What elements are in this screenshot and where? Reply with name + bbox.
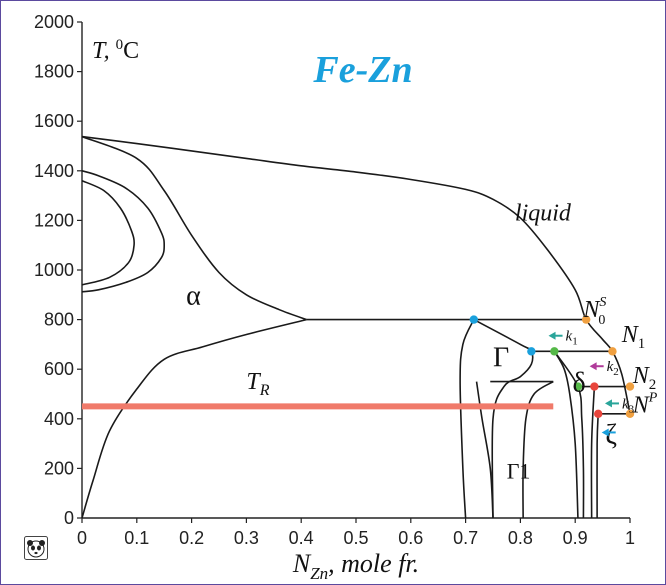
node-marker <box>469 315 479 324</box>
arrow-head <box>548 331 556 340</box>
node-marker <box>550 347 559 356</box>
curve-zeta-left <box>590 386 596 519</box>
curve-delta-left <box>553 350 579 519</box>
x-tick-label: 0.1 <box>124 528 149 548</box>
x-tick-label: 0.3 <box>234 528 259 548</box>
y-tick-label: 1800 <box>34 62 74 82</box>
arrow-head <box>604 399 612 408</box>
x-tick-label: 0.9 <box>563 528 588 548</box>
y-tick-label: 400 <box>44 409 74 429</box>
arrow-head <box>601 428 609 437</box>
y-tick-label: 0 <box>64 508 74 528</box>
y-tick-label: 2000 <box>34 12 74 32</box>
y-tick-label: 1000 <box>34 260 74 280</box>
curve-gamma1-left <box>475 381 494 519</box>
y-tick-label: 1400 <box>34 161 74 181</box>
node-label: N1 <box>621 322 646 352</box>
rate-arrow: k2 <box>589 359 619 378</box>
curve-alpha-gamma-loop <box>81 170 165 293</box>
y-axis-label: T, 0C <box>92 37 139 64</box>
node-markers <box>469 315 635 419</box>
x-tick-label: 0.2 <box>179 528 204 548</box>
phase-label: Γ <box>493 343 509 374</box>
x-tick-label: 0.5 <box>343 528 368 548</box>
node-marker <box>527 347 536 356</box>
curve-zeta-right <box>596 413 600 519</box>
x-axis-label: NZn, mole fr. <box>292 549 419 583</box>
x-tick-label: 0.8 <box>508 528 533 548</box>
chart-title: Fe-Zn <box>312 49 412 91</box>
tr-label: TR <box>246 369 269 399</box>
rate-label: k1 <box>566 329 578 348</box>
curve-liquidus <box>81 135 631 415</box>
rate-arrow: k1 <box>548 329 578 348</box>
y-tick-label: 1200 <box>34 210 74 230</box>
node-marker <box>573 382 583 391</box>
curve-gamma1-right <box>522 380 554 519</box>
curve-gamma-left <box>459 319 475 519</box>
phase-label: liquid <box>515 200 572 226</box>
node-marker <box>625 409 635 419</box>
phase-label: α <box>186 281 201 312</box>
node-label: N2 <box>632 363 657 393</box>
y-tick-label: 1600 <box>34 111 74 131</box>
x-tick-label: 0.7 <box>453 528 478 548</box>
curve-alpha-upper <box>81 135 307 321</box>
rate-arrow <box>601 428 616 437</box>
y-tick-label: 800 <box>44 310 74 330</box>
curve-delta-right <box>553 350 585 519</box>
x-tick-label: 0 <box>77 528 87 548</box>
node-marker <box>590 382 599 391</box>
curve-alpha-gamma-loop-inner <box>81 179 135 286</box>
x-tick-label: 1 <box>625 528 635 548</box>
node-marker <box>581 315 591 324</box>
arrow-head <box>589 362 597 371</box>
node-marker <box>625 382 635 391</box>
tr-line-group: TR <box>82 369 554 410</box>
rate-label: k3 <box>622 396 635 415</box>
curve-gamma-right <box>473 318 534 519</box>
node-marker <box>594 409 603 419</box>
phase-label: ζ <box>605 420 617 451</box>
node-label: NS 0 <box>582 295 606 328</box>
chart-axes: 0 200 400 600 800 1000 1200 1400 1600 1800 2000 0 0.… <box>34 12 635 583</box>
node-marker <box>608 347 617 356</box>
curve-alpha-solvus-lower <box>81 318 307 519</box>
panda-logo-icon <box>24 536 48 560</box>
x-tick-label: 0.4 <box>289 528 314 548</box>
phase-boundaries <box>81 135 631 519</box>
node-label: NP <box>632 391 658 419</box>
phase-label: δ <box>572 368 585 399</box>
rate-label: k2 <box>607 359 619 378</box>
y-tick-label: 600 <box>44 359 74 379</box>
rate-arrow: k3 <box>604 396 635 415</box>
x-tick-label: 0.6 <box>398 528 423 548</box>
y-tick-label: 200 <box>44 458 74 478</box>
phase-label: Γ1 <box>507 458 531 483</box>
